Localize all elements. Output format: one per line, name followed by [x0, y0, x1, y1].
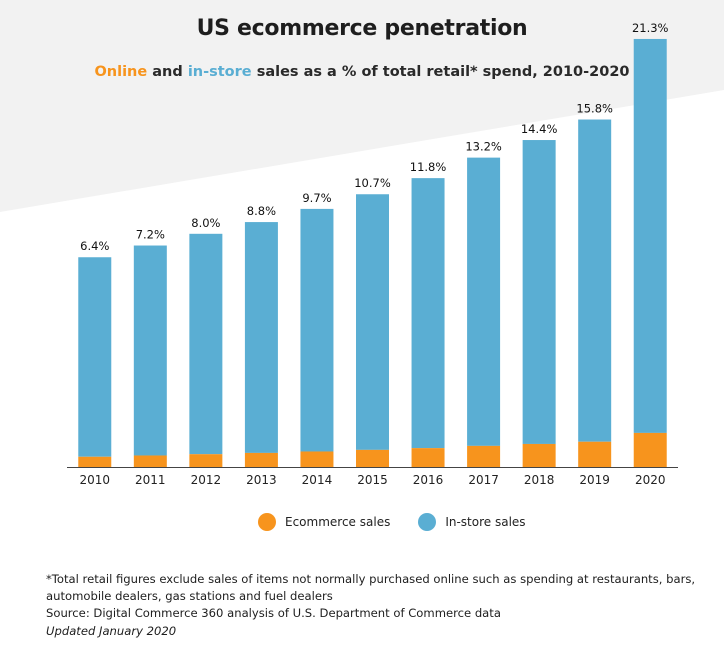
background-shape	[0, 0, 724, 212]
legend-item-ecommerce: Ecommerce sales	[258, 513, 390, 531]
bar-ecommerce-2014	[300, 451, 334, 467]
bar-ecommerce-2010	[78, 456, 112, 467]
x-tick-label-2014: 2014	[302, 473, 333, 487]
bar-ecommerce-2017	[467, 445, 501, 467]
chart-title: US ecommerce penetration	[196, 16, 528, 41]
legend-item-instore: In-store sales	[418, 513, 526, 531]
legend-instore-dot-icon	[418, 513, 437, 531]
data-label-2010: 6.4%	[80, 239, 109, 253]
bar-instore-2015	[356, 194, 389, 450]
bar-ecommerce-2020	[633, 432, 667, 467]
x-tick-label-2013: 2013	[246, 473, 277, 487]
bar-ecommerce-2016	[411, 448, 445, 467]
x-tick-label-2019: 2019	[579, 473, 610, 487]
footnote: *Total retail figures exclude sales of i…	[46, 572, 696, 604]
x-tick-label-2015: 2015	[357, 473, 388, 487]
bar-instore-2019	[578, 119, 612, 442]
bar-ecommerce-2013	[244, 452, 278, 467]
legend-ecommerce-dot-icon	[258, 513, 276, 531]
bar-instore-2011	[133, 245, 167, 456]
legend-ecommerce-label: Ecommerce sales	[285, 515, 391, 529]
subtitle-instore: in-store	[187, 64, 252, 80]
bar-instore-2020	[633, 38, 667, 433]
bar-ecommerce-2011	[133, 455, 167, 467]
data-label-2013: 8.8%	[247, 204, 276, 218]
data-label-2015: 10.7%	[354, 176, 391, 190]
subtitle-online: Online	[94, 64, 148, 80]
x-tick-label-2011: 2011	[135, 473, 166, 487]
bar-instore-2017	[467, 157, 501, 446]
x-tick-label-2012: 2012	[191, 473, 222, 487]
x-tick-label-2018: 2018	[524, 473, 555, 487]
source-note: Source: Digital Commerce 360 analysis of…	[46, 606, 501, 621]
bar-instore-2014	[300, 208, 334, 452]
subtitle-rest: sales as a % of total retail* spend, 201…	[251, 64, 630, 80]
bar-instore-2018	[522, 140, 556, 444]
data-label-2011: 7.2%	[136, 228, 165, 242]
data-label-2020: 21.3%	[632, 21, 669, 35]
data-label-2017: 13.2%	[465, 140, 502, 154]
subtitle-and: and	[147, 64, 188, 80]
bar-ecommerce-2019	[578, 441, 612, 467]
bar-instore-2016	[411, 178, 445, 449]
x-tick-label-2020: 2020	[635, 473, 666, 487]
bar-instore-2010	[78, 257, 112, 457]
legend: Ecommerce sales In-store sales	[258, 513, 554, 531]
legend-instore-label: In-store sales	[445, 515, 526, 529]
data-label-2019: 15.8%	[576, 102, 613, 116]
chart-subtitle: Online and in-store sales as a % of tota…	[0, 64, 724, 80]
bar-instore-2012	[189, 233, 223, 455]
bar-ecommerce-2018	[522, 443, 556, 467]
data-label-2012: 8.0%	[191, 216, 220, 230]
data-label-2014: 9.7%	[302, 191, 331, 205]
bar-ecommerce-2012	[189, 454, 223, 467]
x-tick-label-2010: 2010	[79, 473, 110, 487]
bar-ecommerce-2015	[356, 449, 389, 467]
bar-instore-2013	[244, 222, 278, 453]
updated-note: Updated January 2020	[46, 623, 177, 638]
x-tick-label-2016: 2016	[413, 473, 444, 487]
x-tick-label-2017: 2017	[468, 473, 499, 487]
chart-notes: *Total retail figures exclude sales of i…	[46, 571, 706, 640]
data-label-2018: 14.4%	[521, 122, 558, 136]
data-label-2016: 11.8%	[410, 160, 447, 174]
